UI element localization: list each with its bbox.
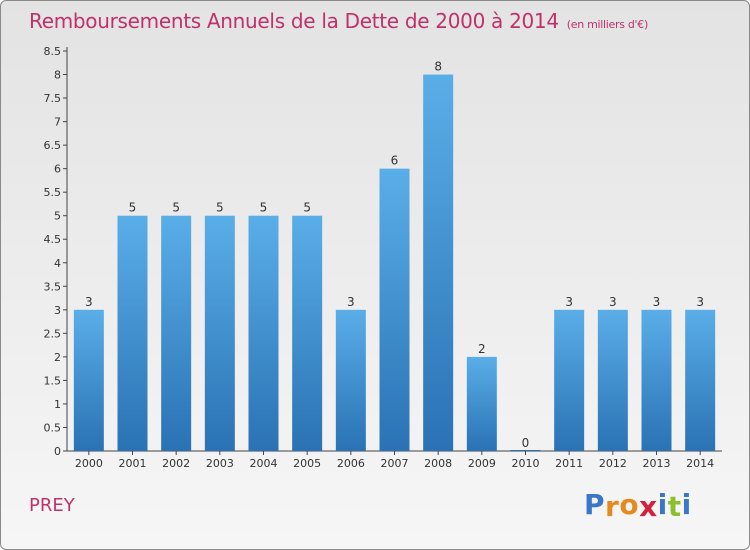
proxiti-logo: Proxiti xyxy=(584,488,692,523)
chart-data-labels: 3 5 5 5 5 5 3 6 8 2 0 3 3 3 3 xyxy=(85,60,704,450)
y-tick-label: 6 xyxy=(54,163,61,176)
chart-unit: (en milliers d'€) xyxy=(566,18,648,31)
logo-letter: r xyxy=(605,490,620,523)
data-label-2003: 5 xyxy=(216,201,224,215)
logo-letter: i xyxy=(681,488,692,521)
x-tick-label: 2010 xyxy=(512,457,540,470)
y-tick-label: 6.5 xyxy=(44,139,62,152)
bar-2001 xyxy=(117,215,148,451)
logo-letter: i xyxy=(657,488,668,521)
data-label-2004: 5 xyxy=(260,201,268,215)
bar-2009 xyxy=(466,356,497,451)
data-label-2010: 0 xyxy=(522,436,530,450)
y-tick-label: 3.5 xyxy=(44,280,62,293)
x-tick-label: 2014 xyxy=(686,457,714,470)
chart-axes: 0 0.5 1 1.5 2 2.5 3 3.5 4 4.5 5 5.5 6 6.5 7 7.5 8 8.5 2000… xyxy=(44,45,722,470)
y-tick-label: 2 xyxy=(54,351,61,364)
logo-letter: x xyxy=(639,490,658,523)
bar-2013 xyxy=(641,309,672,451)
y-tick-label: 2.5 xyxy=(44,327,62,340)
data-label-2012: 3 xyxy=(609,295,617,309)
y-tick-label: 7.5 xyxy=(44,92,62,105)
data-label-2011: 3 xyxy=(565,295,573,309)
y-tick-label: 5.5 xyxy=(44,186,62,199)
y-tick-label: 1.5 xyxy=(44,374,62,387)
x-tick-label: 2008 xyxy=(424,457,452,470)
logo-letter: o xyxy=(619,488,640,521)
data-label-2007: 6 xyxy=(391,154,399,168)
bar-2010 xyxy=(510,450,541,451)
data-label-2006: 3 xyxy=(347,295,355,309)
y-tick-label: 0.5 xyxy=(44,421,62,434)
commune-name: PREY xyxy=(29,495,75,516)
y-tick-label: 0 xyxy=(54,445,61,458)
data-label-2001: 5 xyxy=(129,201,137,215)
x-tick-label: 2012 xyxy=(599,457,627,470)
bar-2008 xyxy=(423,74,454,451)
logo-letter: t xyxy=(667,490,682,523)
y-tick-label: 4 xyxy=(54,257,61,270)
x-tick-label: 2001 xyxy=(119,457,147,470)
x-tick-label: 2011 xyxy=(555,457,583,470)
data-label-2000: 3 xyxy=(85,295,93,309)
y-tick-label: 3 xyxy=(54,304,61,317)
x-tick-label: 2003 xyxy=(206,457,234,470)
bar-2007 xyxy=(379,168,410,451)
chart-title: Remboursements Annuels de la Dette de 20… xyxy=(29,9,648,33)
x-tick-label: 2007 xyxy=(381,457,409,470)
logo-letter: P xyxy=(584,488,606,521)
bar-2004 xyxy=(248,215,279,451)
bar-2006 xyxy=(335,309,366,451)
bar-2011 xyxy=(554,309,585,451)
y-tick-label: 8 xyxy=(54,69,61,82)
bar-2003 xyxy=(204,215,235,451)
chart-bars xyxy=(73,74,716,451)
y-tick-label: 1 xyxy=(54,398,61,411)
data-label-2013: 3 xyxy=(653,295,661,309)
data-label-2014: 3 xyxy=(696,295,704,309)
bar-2014 xyxy=(685,309,716,451)
y-tick-label: 8.5 xyxy=(44,45,62,58)
bar-2002 xyxy=(161,215,192,451)
data-label-2005: 5 xyxy=(303,201,311,215)
data-label-2002: 5 xyxy=(172,201,180,215)
chart-title-text: Remboursements Annuels de la Dette de 20… xyxy=(29,9,559,33)
bar-2005 xyxy=(292,215,323,451)
x-tick-label: 2002 xyxy=(162,457,190,470)
x-tick-label: 2004 xyxy=(250,457,278,470)
x-tick-label: 2013 xyxy=(643,457,671,470)
y-tick-label: 5 xyxy=(54,210,61,223)
bar-2012 xyxy=(597,309,628,451)
data-label-2008: 8 xyxy=(434,60,442,74)
x-tick-label: 2009 xyxy=(468,457,496,470)
x-tick-label: 2006 xyxy=(337,457,365,470)
x-tick-label: 2005 xyxy=(293,457,321,470)
y-tick-label: 7 xyxy=(54,116,61,129)
data-label-2009: 2 xyxy=(478,342,486,356)
bar-2000 xyxy=(73,309,104,451)
x-tick-label: 2000 xyxy=(75,457,103,470)
y-tick-label: 4.5 xyxy=(44,233,62,246)
